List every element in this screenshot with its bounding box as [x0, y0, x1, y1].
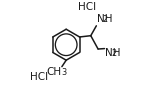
Text: 3: 3	[62, 68, 67, 77]
Text: HCl: HCl	[30, 72, 48, 82]
Text: 2: 2	[103, 15, 108, 24]
Text: NH: NH	[97, 14, 112, 24]
Text: HCl: HCl	[78, 2, 96, 12]
Text: NH: NH	[105, 48, 120, 58]
Text: CH: CH	[46, 67, 62, 77]
Text: 2: 2	[111, 49, 116, 58]
